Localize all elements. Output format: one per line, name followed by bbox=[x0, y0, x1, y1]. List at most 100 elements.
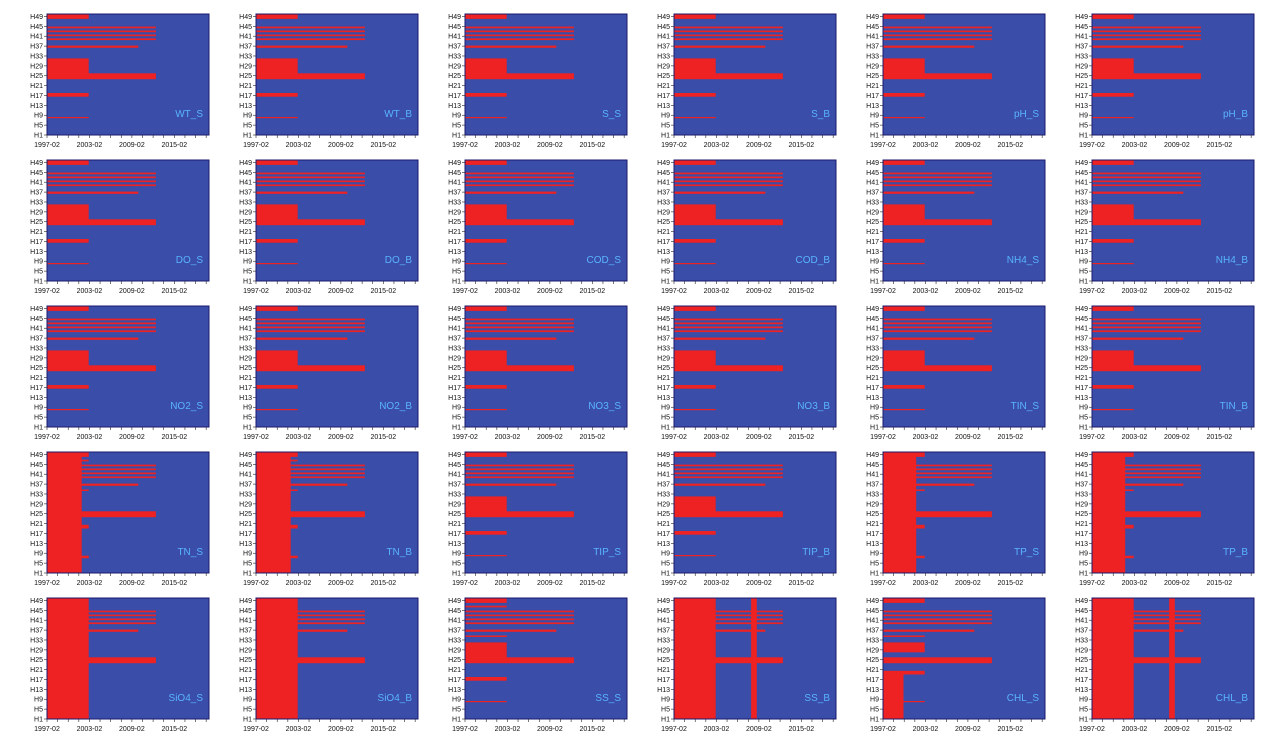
missing-block bbox=[1092, 365, 1201, 372]
y-tick-label: H9 bbox=[661, 113, 670, 120]
y-tick-label: H41 bbox=[1075, 34, 1088, 41]
missing-block bbox=[256, 459, 298, 462]
missing-block bbox=[256, 14, 298, 19]
missing-block bbox=[465, 677, 507, 681]
y-tick-label: H21 bbox=[1075, 521, 1088, 528]
plot-area: H49 H45 H41 H37 H33 H29 H25 H21 H17 H13 H9 H5 H1 1997… bbox=[239, 159, 419, 295]
missing-block bbox=[883, 629, 975, 632]
y-tick-label: H9 bbox=[1079, 697, 1088, 704]
missing-block bbox=[1092, 93, 1134, 97]
missing-block bbox=[47, 350, 89, 367]
y-tick-label: H9 bbox=[870, 405, 879, 412]
missing-block bbox=[47, 45, 139, 48]
missing-block bbox=[674, 657, 783, 664]
missing-block bbox=[256, 524, 298, 529]
y-tick-label: H5 bbox=[243, 707, 252, 714]
missing-block bbox=[256, 618, 365, 621]
y-tick-label: H29 bbox=[657, 501, 670, 508]
y-tick-label: H49 bbox=[239, 452, 252, 459]
y-tick-label: H13 bbox=[448, 103, 461, 110]
missing-block bbox=[465, 180, 574, 183]
y-tick-label: H13 bbox=[448, 687, 461, 694]
missing-block bbox=[256, 219, 365, 226]
missing-block bbox=[47, 38, 156, 41]
missing-block bbox=[465, 73, 574, 80]
missing-block bbox=[883, 172, 992, 175]
missing-block bbox=[674, 385, 716, 389]
y-tick-label: H37 bbox=[239, 482, 252, 489]
panel-tin-s: H49 H45 H41 H37 H33 H29 H25 H21 H17 H13 H9 H5 H1 1997… bbox=[853, 305, 1055, 445]
x-tick-label: 1997-02 bbox=[243, 434, 269, 441]
missing-block bbox=[47, 318, 156, 321]
y-tick-label: H25 bbox=[866, 73, 879, 80]
panel-svg-tip-s: H49 H45 H41 H37 H33 H29 H25 H21 H17 H13 H9 H5 H1 1997… bbox=[448, 451, 628, 587]
missing-block bbox=[465, 93, 507, 97]
plot-area: H49 H45 H41 H37 H33 H29 H25 H21 H17 H13 H9 H5 H1 1997… bbox=[239, 305, 419, 441]
y-tick-label: H45 bbox=[866, 316, 879, 323]
x-tick-label: 2009-02 bbox=[1164, 434, 1190, 441]
y-tick-label: H13 bbox=[1075, 249, 1088, 256]
missing-block bbox=[256, 365, 365, 372]
x-tick-label: 2009-02 bbox=[955, 726, 981, 733]
y-tick-label: H9 bbox=[452, 113, 461, 120]
missing-block bbox=[883, 306, 925, 311]
x-tick-label: 2009-02 bbox=[955, 434, 981, 441]
y-tick-label: H49 bbox=[30, 306, 43, 313]
missing-block bbox=[1092, 239, 1134, 243]
y-tick-label: H33 bbox=[1075, 199, 1088, 206]
y-tick-label: H37 bbox=[239, 44, 252, 51]
plot-frame bbox=[464, 305, 628, 428]
y-tick-label: H33 bbox=[866, 199, 879, 206]
x-tick-label: 2015-02 bbox=[370, 580, 396, 587]
missing-block bbox=[465, 330, 574, 333]
x-tick-label: 2009-02 bbox=[537, 434, 563, 441]
plot-area: H49 H45 H41 H37 H33 H29 H25 H21 H17 H13 H9 H5 H1 1997… bbox=[657, 597, 837, 733]
missing-block bbox=[47, 191, 139, 194]
panel-svg-s-b: H49 H45 H41 H37 H33 H29 H25 H21 H17 H13 H9 H5 H1 1997… bbox=[657, 13, 837, 149]
y-tick-label: H13 bbox=[239, 395, 252, 402]
y-tick-label: H13 bbox=[30, 541, 43, 548]
y-tick-label: H13 bbox=[239, 103, 252, 110]
missing-block bbox=[1092, 472, 1201, 475]
y-tick-label: H21 bbox=[1075, 667, 1088, 674]
y-tick-label: H13 bbox=[866, 103, 879, 110]
y-tick-label: H33 bbox=[866, 53, 879, 60]
y-tick-label: H41 bbox=[1075, 618, 1088, 625]
x-tick-label: 2009-02 bbox=[1164, 142, 1190, 149]
x-tick-label: 2015-02 bbox=[788, 434, 814, 441]
y-tick-label: H21 bbox=[657, 521, 670, 528]
x-tick-label: 1997-02 bbox=[870, 580, 896, 587]
y-tick-label: H29 bbox=[866, 355, 879, 362]
x-tick-label: 2015-02 bbox=[997, 580, 1023, 587]
y-tick-label: H13 bbox=[239, 687, 252, 694]
x-tick-label: 1997-02 bbox=[661, 580, 687, 587]
x-tick-label: 1997-02 bbox=[452, 726, 478, 733]
y-tick-label: H5 bbox=[34, 269, 43, 276]
y-tick-label: H45 bbox=[657, 316, 670, 323]
missing-block bbox=[883, 642, 925, 653]
y-tick-label: H9 bbox=[870, 551, 879, 558]
variable-label: TN_B bbox=[386, 547, 412, 558]
y-tick-label: H45 bbox=[239, 608, 252, 615]
missing-block bbox=[674, 176, 783, 179]
panel-svg-tp-s: H49 H45 H41 H37 H33 H29 H25 H21 H17 H13 H9 H5 H1 1997… bbox=[866, 451, 1046, 587]
y-tick-label: H5 bbox=[1079, 707, 1088, 714]
missing-block bbox=[674, 326, 783, 329]
y-tick-label: H1 bbox=[1079, 571, 1088, 578]
missing-block bbox=[465, 26, 574, 29]
missing-block bbox=[47, 618, 156, 621]
missing-block bbox=[465, 657, 574, 664]
plot-area: H49 H45 H41 H37 H33 H29 H25 H21 H17 H13 H9 H5 H1 1997… bbox=[1075, 305, 1255, 441]
missing-block bbox=[674, 26, 783, 29]
missing-block bbox=[465, 476, 574, 479]
x-tick-label: 2009-02 bbox=[328, 726, 354, 733]
variable-label: WT_S bbox=[175, 109, 203, 120]
plot-frame bbox=[1091, 305, 1255, 428]
y-tick-label: H41 bbox=[866, 326, 879, 333]
y-tick-label: H41 bbox=[448, 326, 461, 333]
y-tick-label: H49 bbox=[448, 160, 461, 167]
y-tick-label: H17 bbox=[448, 385, 461, 392]
missing-block bbox=[1092, 452, 1134, 457]
y-tick-label: H37 bbox=[448, 482, 461, 489]
missing-block bbox=[674, 184, 783, 187]
